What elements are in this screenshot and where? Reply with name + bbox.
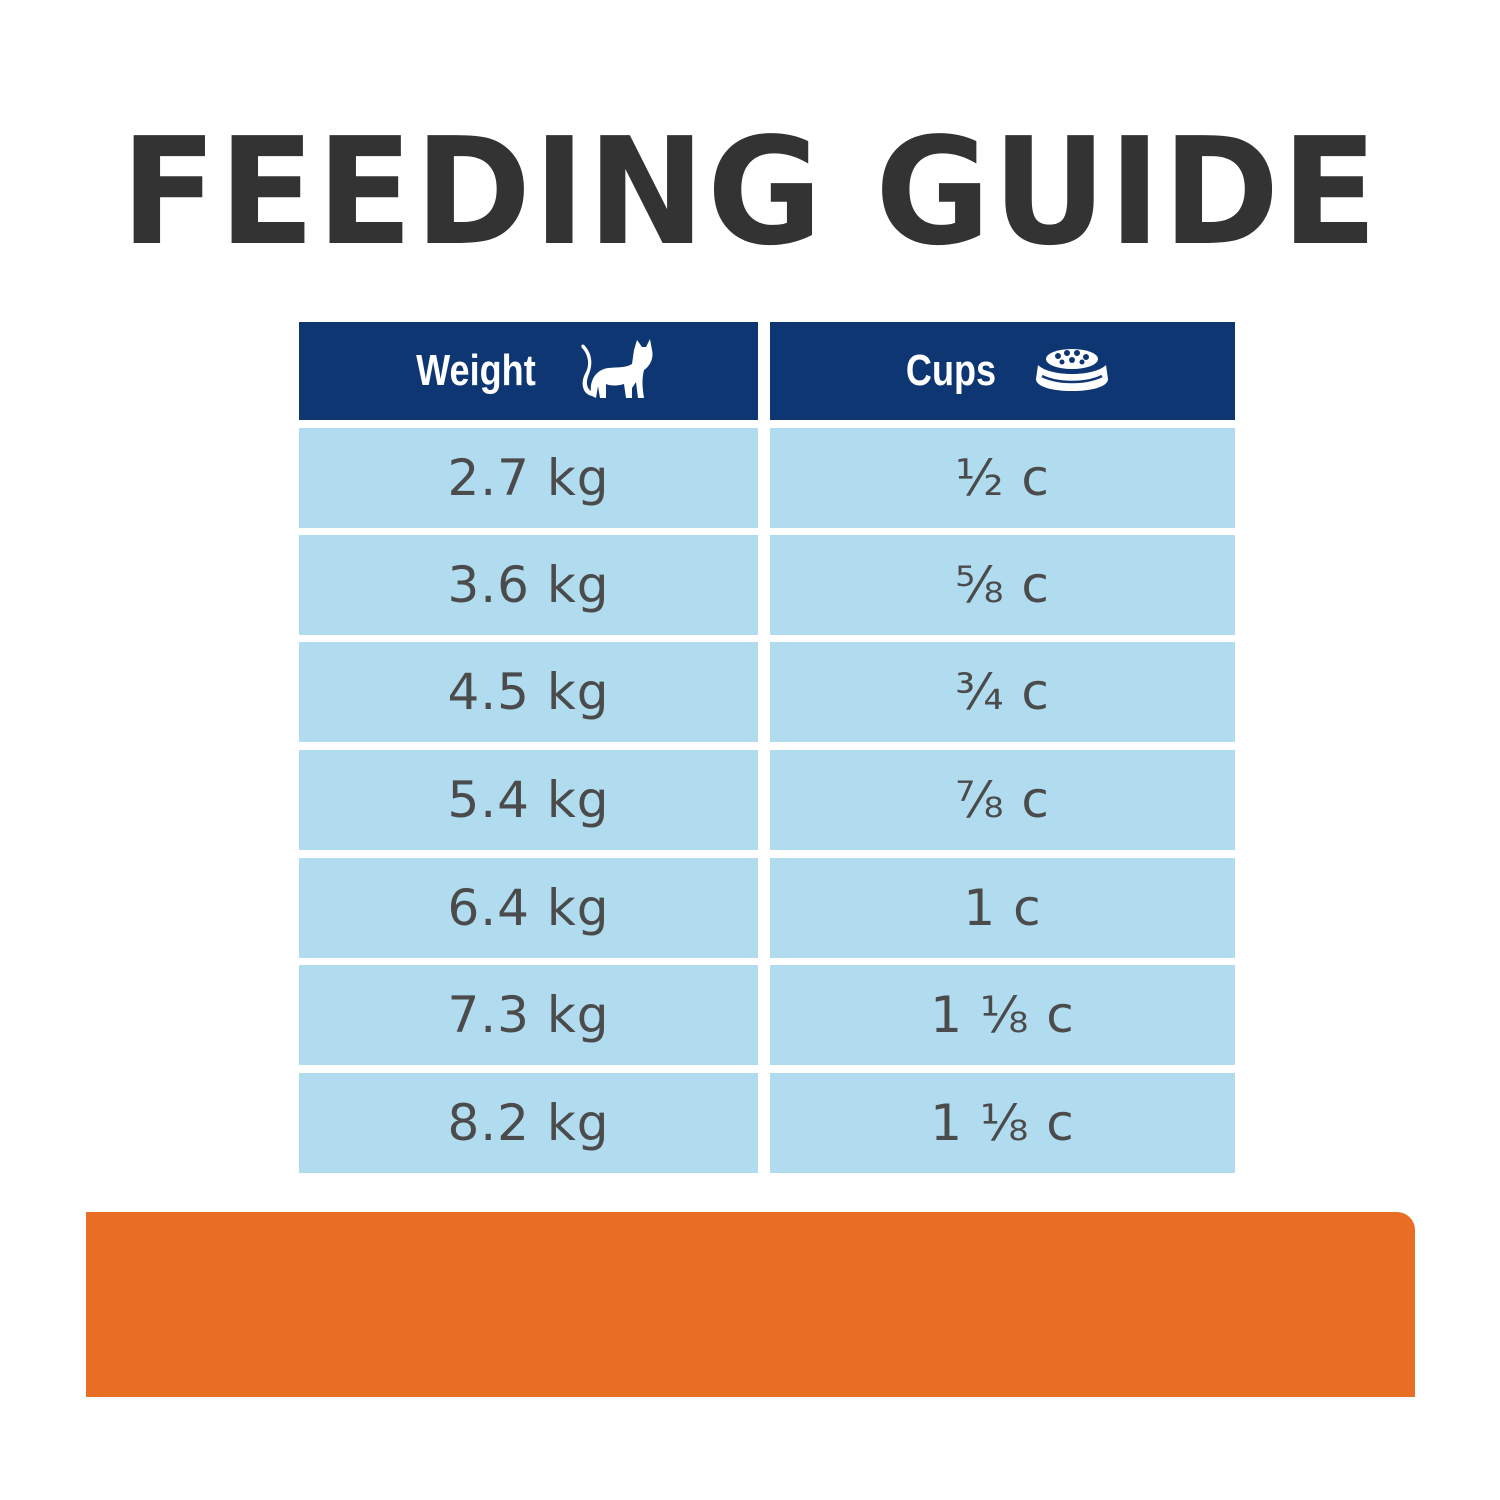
weight-cell: 7.3 kg	[299, 965, 758, 1065]
weight-cell: 5.4 kg	[299, 750, 758, 850]
weight-cell: 2.7 kg	[299, 428, 758, 528]
cups-cell: ⅞ c	[770, 750, 1235, 850]
page-title: FEEDING GUIDE	[120, 106, 1380, 278]
cups-cell: 1 ⅛ c	[770, 1073, 1235, 1173]
weight-cell: 3.6 kg	[299, 535, 758, 635]
weight-cell: 6.4 kg	[299, 858, 758, 958]
food-bowl-icon	[1034, 345, 1110, 398]
header-weight: Weight	[299, 322, 758, 420]
cat-icon	[578, 338, 654, 405]
weight-cell: 4.5 kg	[299, 642, 758, 742]
cups-cell: 1 c	[770, 858, 1235, 958]
cups-cell: 1 ⅛ c	[770, 965, 1235, 1065]
cups-cell: ½ c	[770, 428, 1235, 528]
header-cups-label: Cups	[905, 346, 996, 395]
cups-cell: ⅝ c	[770, 535, 1235, 635]
weight-cell: 8.2 kg	[299, 1073, 758, 1173]
cups-cell: ¾ c	[770, 642, 1235, 742]
header-weight-label: Weight	[415, 346, 536, 395]
header-cups: Cups	[770, 322, 1235, 420]
accent-bar	[86, 1212, 1415, 1397]
